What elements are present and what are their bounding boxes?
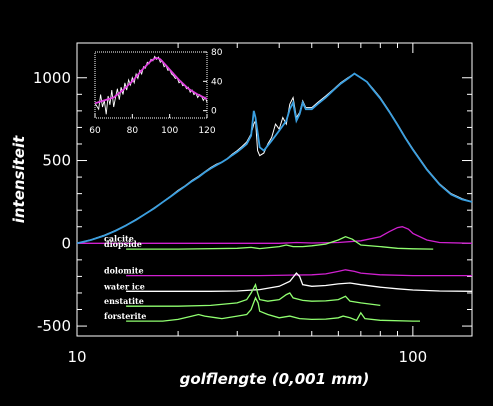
inset-x-tick-label: 120 [198,126,215,136]
y-tick-label: -500 [37,317,71,335]
component-label: dolomite [104,266,144,276]
component-line-enstatite [126,282,381,307]
component-line-forsterite [126,296,420,322]
component-line-calcite [77,226,473,244]
component-label: enstatite [104,296,144,306]
inset-series-model [94,56,208,105]
y-tick-label: 500 [42,152,71,170]
component-label: calcite [104,233,134,243]
inset-y-tick-label: 80 [211,48,223,58]
component-label: water ice [103,281,145,291]
y-axis-label: intensiteit [10,135,28,223]
plot-frame [76,42,473,337]
inset-y-tick-label: 0 [211,107,217,117]
component-line-water-ice [126,272,473,292]
component-line-dolomite [126,269,472,277]
inset-plot: 60 80 100 120 0 40 80 [89,48,222,136]
inset-x-tick-label: 80 [127,126,139,136]
x-axis-label: golflengte (0,001 mm) [180,370,370,388]
component-label: diopside [104,239,142,249]
inset-x-tick-label: 100 [161,126,178,136]
inset-y-tick-label: 40 [211,77,223,87]
inset-x-tick-label: 60 [89,126,101,136]
y-tick-label: 1000 [33,69,71,87]
x-tick-label: 10 [67,348,86,366]
x-tick-label: 100 [399,348,428,366]
main-series-model [76,72,473,245]
component-line-diopside [126,235,434,250]
y-tick-label: 0 [61,234,71,252]
component-label: forsterite [104,311,146,321]
